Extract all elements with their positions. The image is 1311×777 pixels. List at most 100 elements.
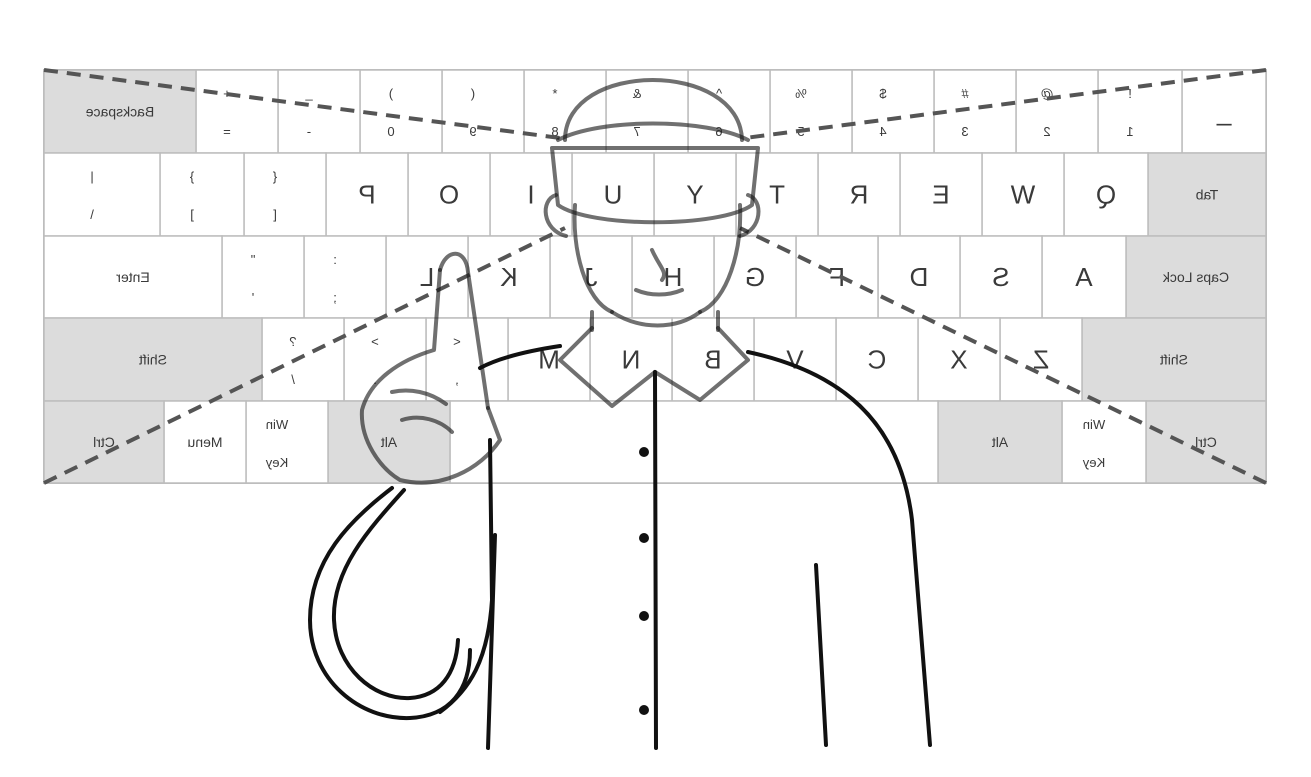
key-label: Key bbox=[1082, 455, 1105, 470]
key-tab: Tab bbox=[1147, 152, 1267, 237]
key-cap bbox=[43, 400, 165, 484]
key-label: Ctrl bbox=[1195, 434, 1217, 450]
key-label: D bbox=[910, 262, 929, 292]
key-label: X bbox=[950, 345, 967, 375]
key-cap bbox=[753, 317, 837, 402]
figure-helmet-dome bbox=[563, 78, 744, 142]
key-label: . bbox=[373, 372, 377, 387]
key-cap bbox=[243, 152, 327, 237]
figure-placket bbox=[653, 370, 658, 750]
figure-ear-left bbox=[543, 193, 568, 238]
key--: += bbox=[195, 69, 279, 154]
keyboard-space-row: Ctrl Win Key Alt Alt Win Key Menu Ctrl bbox=[43, 400, 1267, 484]
key-label: 9 bbox=[469, 124, 476, 139]
figure-finger bbox=[438, 251, 490, 410]
key-cap bbox=[589, 317, 673, 402]
key-win: Win Key bbox=[1061, 400, 1147, 484]
key-label: _ bbox=[305, 86, 314, 101]
key-label: < bbox=[453, 334, 461, 349]
key-q: Q bbox=[1063, 152, 1149, 237]
figure-face-right bbox=[698, 203, 743, 314]
figure-shirt-right-fold bbox=[814, 563, 828, 747]
key-label: ? bbox=[289, 334, 296, 349]
key-label: Win bbox=[266, 417, 288, 432]
key--: ?/ bbox=[261, 317, 345, 402]
key-label: I bbox=[527, 180, 534, 210]
key-label: P bbox=[358, 180, 375, 210]
key-label: ; bbox=[333, 290, 337, 305]
key-a: A bbox=[1041, 235, 1127, 319]
key-label: K bbox=[500, 262, 518, 292]
key-k: K bbox=[467, 235, 551, 319]
key-cap bbox=[43, 317, 263, 402]
key-f: F bbox=[795, 235, 879, 319]
virtual-keyboard: _!1@2#3$4%5^6&7*8(9)0_-+=BackspaceTabQWE… bbox=[43, 69, 1267, 484]
key-cap bbox=[159, 152, 245, 237]
key-label: ] bbox=[190, 207, 194, 222]
key-h: H bbox=[631, 235, 715, 319]
key-cap bbox=[959, 235, 1043, 319]
key-label: Caps Lock bbox=[1162, 269, 1229, 285]
figure-forearm-inner bbox=[331, 488, 460, 701]
key-cap bbox=[851, 69, 935, 154]
key-cap bbox=[467, 235, 551, 319]
key-z: Z bbox=[999, 317, 1083, 402]
guide-line-top-right bbox=[744, 68, 1267, 140]
key-label: : bbox=[333, 252, 337, 267]
figure-hand bbox=[359, 268, 502, 485]
key-label: Menu bbox=[187, 434, 222, 450]
key-cap bbox=[1181, 69, 1267, 154]
key-cap bbox=[1147, 152, 1267, 237]
key-label: 0 bbox=[387, 124, 394, 139]
key--: }] bbox=[159, 152, 245, 237]
key-cap bbox=[303, 235, 387, 319]
key-win: Win Key bbox=[245, 400, 329, 484]
figure-face-left bbox=[572, 203, 614, 314]
person-with-headset-icon bbox=[308, 78, 932, 750]
key-cap bbox=[441, 69, 525, 154]
key-label: S bbox=[992, 262, 1009, 292]
key-label: A bbox=[1075, 262, 1093, 292]
key-menu: Menu bbox=[163, 400, 247, 484]
key-label: 1 bbox=[1126, 124, 1133, 139]
key-label: & bbox=[632, 86, 641, 101]
key-cap bbox=[981, 152, 1065, 237]
key-c: C bbox=[835, 317, 919, 402]
key-label: $ bbox=[879, 86, 887, 101]
key-caps-lock: Caps Lock bbox=[1125, 235, 1267, 319]
key-label: Ctrl bbox=[93, 434, 115, 450]
key-label: O bbox=[439, 180, 459, 210]
key-label: Alt bbox=[381, 434, 397, 450]
key-cap bbox=[43, 69, 197, 154]
key-cap bbox=[1063, 152, 1149, 237]
key-label: Y bbox=[686, 180, 703, 210]
key--: ^6 bbox=[687, 69, 771, 154]
key--: $4 bbox=[851, 69, 935, 154]
figure-helmet-band bbox=[556, 121, 750, 142]
key-n: N bbox=[589, 317, 673, 402]
guide-line-bottom-right bbox=[739, 226, 1267, 485]
key-cap bbox=[261, 317, 345, 402]
key-cap bbox=[835, 317, 919, 402]
key-label: H bbox=[664, 262, 683, 292]
key--: "' bbox=[221, 235, 305, 319]
key-label: 3 bbox=[961, 124, 968, 139]
key-cap bbox=[407, 152, 491, 237]
key-l: L bbox=[385, 235, 469, 319]
key-v: V bbox=[753, 317, 837, 402]
key-label: N bbox=[622, 345, 641, 375]
key-label: 8 bbox=[551, 124, 558, 139]
key--: |\ bbox=[43, 152, 161, 237]
key-label: | bbox=[90, 169, 93, 184]
key-i: I bbox=[489, 152, 573, 237]
key-cap bbox=[937, 400, 1063, 484]
key-cap bbox=[1015, 69, 1099, 154]
key-label: Win bbox=[1083, 417, 1105, 432]
key-label: 4 bbox=[879, 124, 886, 139]
key-label: - bbox=[307, 124, 311, 139]
figure-ear-right bbox=[738, 193, 761, 238]
key-label: L bbox=[420, 262, 434, 292]
key-label: F bbox=[829, 262, 845, 292]
key-label: C bbox=[868, 345, 887, 375]
